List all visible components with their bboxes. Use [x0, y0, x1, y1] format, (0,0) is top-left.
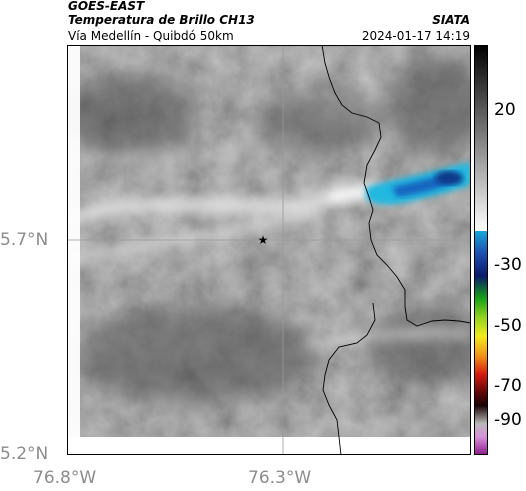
product-title: Temperatura de Brillo CH13	[68, 13, 255, 27]
region-label: Vía Medellín - Quibdó 50km	[68, 29, 234, 43]
colorbar-tick: 20	[494, 100, 516, 120]
department-boundary	[321, 45, 471, 327]
x-tick-label: 76.3°W	[248, 468, 312, 488]
bright-cloud-bands	[67, 145, 471, 350]
no-data-strip	[67, 45, 80, 437]
dark-cloud-zones	[67, 55, 471, 405]
datetime-label: 2024-01-17 14:19	[361, 29, 470, 43]
cold-cloud-top	[365, 162, 471, 205]
colorbar-tick: -50	[494, 316, 522, 336]
x-tick-label: 76.8°W	[33, 468, 97, 488]
y-tick-label: 5.2°N	[0, 444, 49, 464]
satellite-map[interactable]: ★	[67, 45, 471, 455]
map-frame	[67, 45, 471, 455]
star-icon[interactable]: ★	[258, 233, 269, 247]
colorbar-tick: -90	[494, 410, 522, 430]
department-boundary-south	[322, 302, 376, 455]
colorbar	[474, 45, 488, 455]
colorbar-tick: -30	[494, 255, 522, 275]
organization-label: SIATA	[432, 13, 470, 27]
y-tick-label: 5.7°N	[0, 230, 49, 250]
satellite-name: GOES-EAST	[68, 0, 145, 13]
no-data-strip-bottom	[67, 437, 471, 455]
colorbar-tick: -70	[494, 376, 522, 396]
